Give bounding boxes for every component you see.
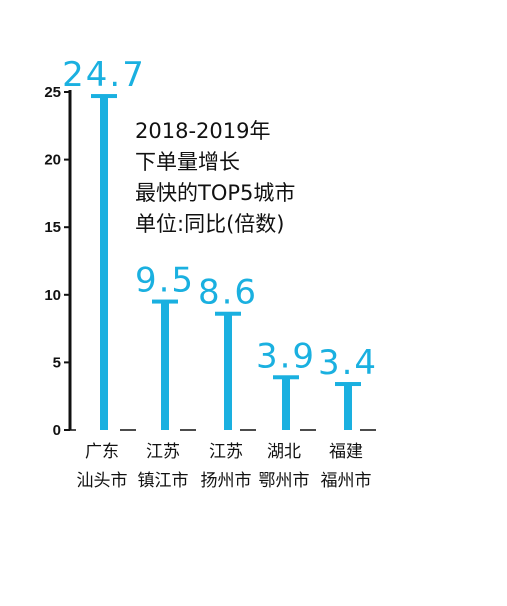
category-label-province: 福建 xyxy=(329,442,363,462)
category-label-province: 湖北 xyxy=(267,442,301,462)
y-tick-label: 15 xyxy=(44,219,61,236)
data-label: 3.9 xyxy=(256,336,316,376)
bar-cap xyxy=(152,299,178,304)
category-label-province: 江苏 xyxy=(146,442,180,462)
category-label-city: 扬州市 xyxy=(201,471,252,491)
data-label: 24.7 xyxy=(62,55,146,95)
chart-title-line-2: 下单量增长 xyxy=(135,150,240,174)
bar xyxy=(224,313,232,430)
chart-title-line-3: 最快的TOP5城市 xyxy=(135,181,295,205)
bar-cap xyxy=(91,94,117,99)
y-tick-label: 10 xyxy=(44,287,61,304)
category-label-province: 广东 xyxy=(85,442,119,462)
bar xyxy=(344,384,352,430)
data-label: 9.5 xyxy=(135,261,195,301)
category-label-city: 镇江市 xyxy=(138,471,189,491)
category-label-city: 汕头市 xyxy=(77,471,128,491)
y-tick-label: 20 xyxy=(44,152,61,169)
category-label-city: 福州市 xyxy=(321,471,372,491)
category-label-city: 鄂州市 xyxy=(259,471,310,491)
bar-cap xyxy=(273,375,299,380)
data-label: 3.4 xyxy=(318,343,378,383)
bar-cap xyxy=(215,311,241,316)
y-tick-label: 5 xyxy=(53,354,61,371)
bar xyxy=(100,96,108,430)
bar xyxy=(282,377,290,430)
bars xyxy=(91,94,361,430)
y-tick-label: 0 xyxy=(53,422,61,439)
chart-title-line-4: 单位:同比(倍数) xyxy=(135,212,284,236)
data-label: 8.6 xyxy=(198,273,258,313)
category-label-province: 江苏 xyxy=(209,442,243,462)
axes xyxy=(68,90,380,431)
bar-cap xyxy=(335,382,361,387)
chart-title-line-1: 2018-2019年 xyxy=(135,119,270,143)
bar xyxy=(161,301,169,430)
data-labels: 24.7 9.5 8.6 3.9 3.4 xyxy=(62,55,378,383)
y-axis-ticks: 0 5 10 15 20 25 xyxy=(44,84,70,439)
y-tick-label: 25 xyxy=(44,84,61,101)
